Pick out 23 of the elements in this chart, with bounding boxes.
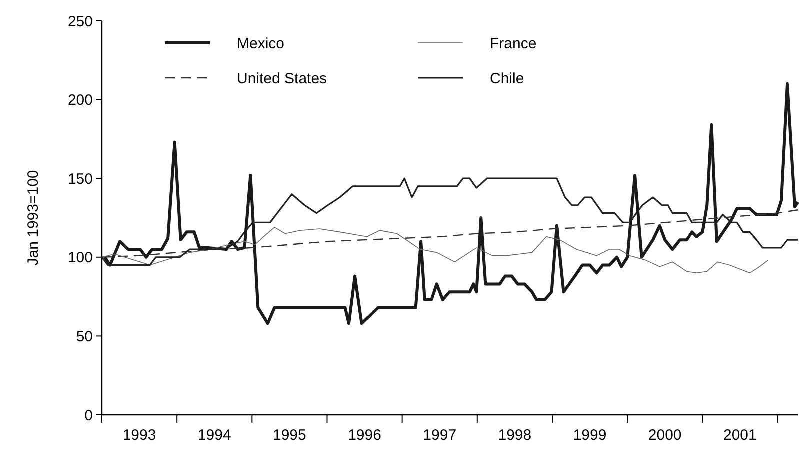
line-series bbox=[102, 227, 768, 274]
x-tick-label: 1996 bbox=[348, 427, 382, 444]
x-tick-label: 2001 bbox=[724, 427, 757, 444]
y-tick-label: 100 bbox=[68, 250, 93, 267]
x-tick-label: 1995 bbox=[273, 427, 306, 444]
legend-label: Chile bbox=[490, 70, 524, 88]
y-tick-label: 0 bbox=[84, 407, 93, 424]
x-tick-label: 1994 bbox=[198, 427, 232, 444]
line-series bbox=[104, 82, 799, 326]
x-tick-label: 2000 bbox=[648, 427, 682, 444]
x-tick-label: 1999 bbox=[573, 427, 607, 444]
y-tick-label: 200 bbox=[68, 92, 93, 110]
x-tick-label: 1998 bbox=[498, 427, 532, 444]
y-tick-label: 150 bbox=[68, 170, 93, 188]
x-tick-label: 1997 bbox=[423, 427, 457, 444]
legend-label: France bbox=[490, 35, 537, 52]
y-tick-label: 250 bbox=[68, 13, 93, 30]
x-tick-label: 1993 bbox=[122, 427, 156, 444]
y-axis-title: Jan 1993=100 bbox=[25, 170, 42, 266]
legend-label: Mexico bbox=[237, 35, 285, 52]
line-series bbox=[101, 210, 799, 258]
y-tick-label: 50 bbox=[76, 328, 93, 346]
legend-label: United States bbox=[237, 70, 328, 88]
